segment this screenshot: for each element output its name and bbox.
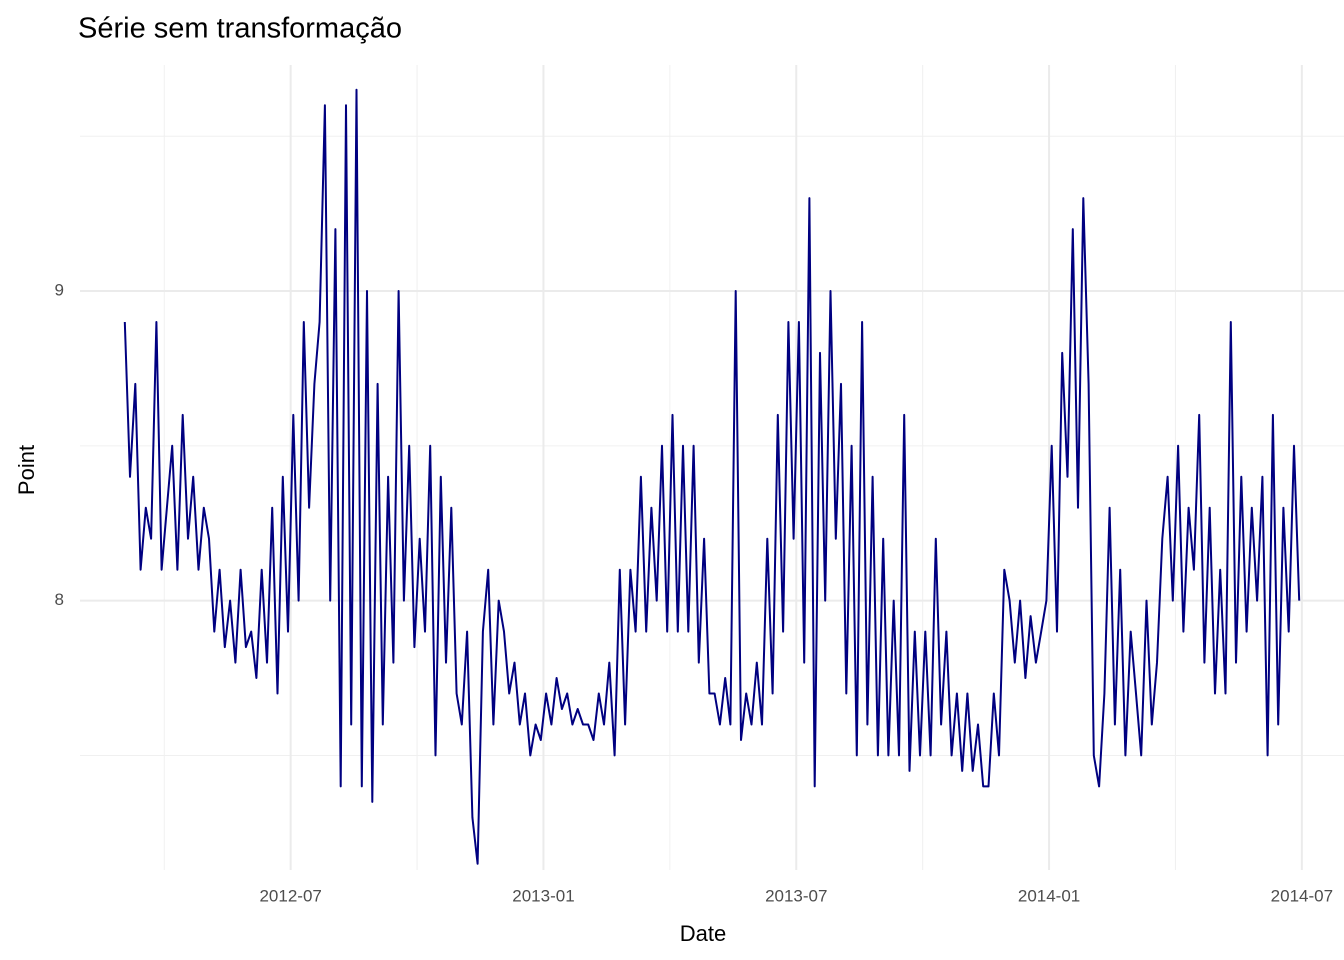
x-tick-label: 2014-01 (1018, 886, 1080, 905)
x-tick-label: 2012-07 (259, 886, 321, 905)
x-tick-label: 2014-07 (1271, 886, 1333, 905)
series-line (123, 88, 1301, 865)
y-tick-label: 8 (55, 590, 64, 609)
chart-title: Série sem transformação (78, 13, 402, 45)
y-tick-label: 9 (55, 281, 64, 300)
y-axis-label: Point (14, 445, 39, 495)
x-tick-label: 2013-07 (765, 886, 827, 905)
x-tick-label: 2013-01 (512, 886, 574, 905)
x-axis-label: Date (680, 921, 726, 946)
